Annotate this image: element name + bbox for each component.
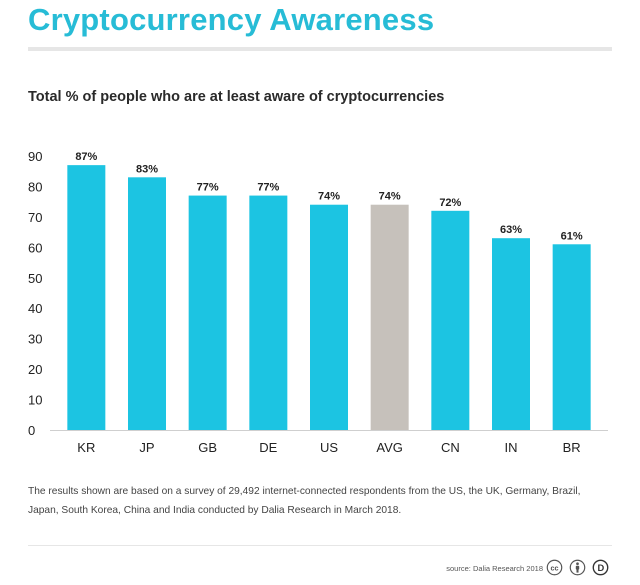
- x-tick-label: DE: [259, 440, 277, 455]
- y-tick-label: 30: [28, 332, 42, 347]
- title-divider: [28, 47, 612, 51]
- data-label: 61%: [561, 230, 583, 242]
- y-tick-label: 20: [28, 362, 42, 377]
- data-label: 77%: [257, 182, 279, 194]
- bar-cn: [431, 210, 470, 430]
- data-label: 63%: [500, 224, 522, 236]
- footer-divider: [28, 545, 612, 546]
- x-tick-label: KR: [77, 440, 95, 455]
- dalia-logo-icon: D: [592, 559, 609, 576]
- y-tick-label: 60: [28, 240, 42, 255]
- y-tick-label: 80: [28, 179, 42, 194]
- bar-kr: [67, 165, 106, 430]
- bar-in: [492, 238, 530, 430]
- y-tick-label: 50: [28, 271, 42, 286]
- attribution-icon: [569, 559, 586, 576]
- y-tick-label: 0: [28, 423, 35, 438]
- bar-jp: [128, 177, 166, 430]
- x-tick-label: AVG: [376, 440, 403, 455]
- x-tick-label: JP: [139, 440, 154, 455]
- chart-subtitle: Total % of people who are at least aware…: [28, 89, 445, 105]
- creative-commons-icon: cc: [546, 559, 563, 576]
- data-label: 74%: [318, 191, 340, 203]
- svg-text:cc: cc: [550, 563, 558, 572]
- x-tick-label: CN: [441, 440, 460, 455]
- survey-note: The results shown are based on a survey …: [28, 486, 581, 516]
- data-label: 83%: [136, 163, 158, 175]
- y-tick-label: 70: [28, 210, 42, 225]
- x-tick-label: US: [320, 440, 338, 455]
- x-tick-label: GB: [198, 440, 217, 455]
- bar-chart: 0 10 20 30 40 50 60 70 80 90 87% KR 83% JP 77% GB 77% DE 7…: [28, 149, 608, 455]
- y-tick-label: 90: [28, 149, 42, 164]
- y-tick-label: 40: [28, 301, 42, 316]
- data-label: 87%: [75, 151, 97, 163]
- bar-br: [552, 244, 591, 430]
- data-label: 77%: [197, 182, 219, 194]
- data-label: 74%: [379, 191, 401, 203]
- bar-us: [310, 204, 348, 430]
- x-tick-label: IN: [505, 440, 518, 455]
- y-tick-label: 10: [28, 393, 42, 408]
- svg-text:D: D: [598, 563, 605, 573]
- source-credit: source: Dalia Research 2018: [446, 564, 543, 573]
- bar-avg: [370, 204, 409, 430]
- bar-de: [249, 195, 288, 430]
- bar-gb: [188, 195, 227, 430]
- page-title: Cryptocurrency Awareness: [28, 2, 435, 37]
- x-tick-label: BR: [563, 440, 581, 455]
- data-label: 72%: [439, 197, 461, 209]
